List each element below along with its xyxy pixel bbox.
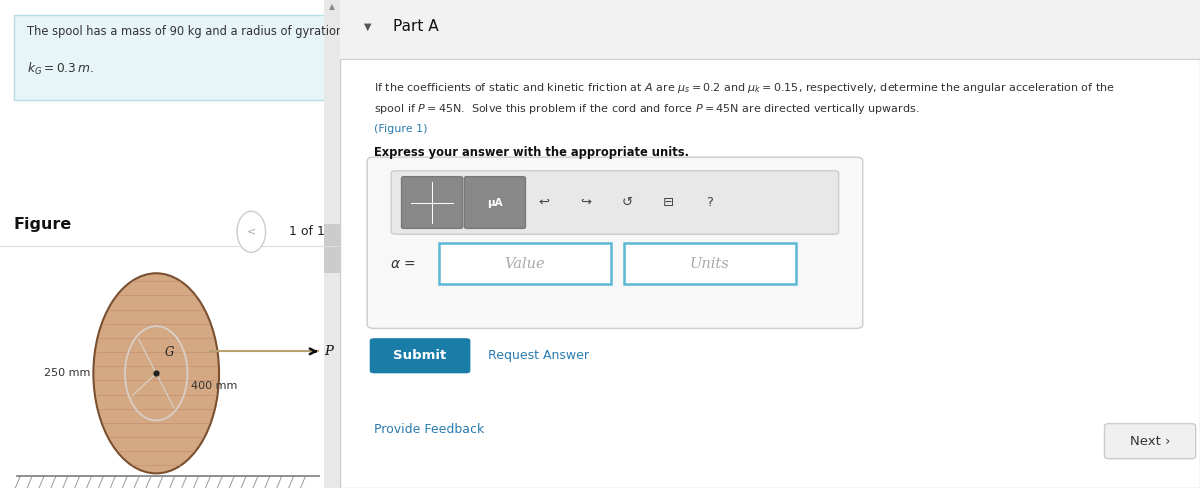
Text: Figure: Figure: [13, 217, 72, 232]
Text: P: P: [324, 345, 334, 358]
Text: G: G: [164, 346, 174, 359]
Text: Value: Value: [504, 257, 545, 270]
Bar: [438, 243, 611, 284]
Ellipse shape: [94, 273, 220, 473]
Text: $k_G = 0.3\,m.$: $k_G = 0.3\,m.$: [28, 61, 94, 77]
Text: ↺: ↺: [622, 196, 632, 209]
Bar: [340, 0, 1200, 59]
Text: ?: ?: [706, 196, 713, 209]
Text: Next ›: Next ›: [1130, 435, 1170, 447]
Text: Part A: Part A: [392, 20, 438, 34]
Text: ↩: ↩: [539, 196, 550, 209]
Text: 1 of 1: 1 of 1: [289, 225, 324, 238]
FancyBboxPatch shape: [1104, 424, 1195, 459]
Text: Request Answer: Request Answer: [487, 349, 588, 362]
Text: $\alpha$ =: $\alpha$ =: [390, 257, 415, 270]
Text: spool if $P = 45$N.  Solve this problem if the cord and force $P = 45$N are dire: spool if $P = 45$N. Solve this problem i…: [374, 102, 919, 117]
FancyBboxPatch shape: [391, 171, 839, 234]
FancyBboxPatch shape: [367, 157, 863, 328]
Text: <: <: [247, 227, 256, 237]
Text: μA: μA: [487, 198, 503, 207]
FancyBboxPatch shape: [464, 177, 526, 228]
Bar: [324, 0, 340, 488]
Text: Express your answer with the appropriate units.: Express your answer with the appropriate…: [374, 146, 689, 160]
Text: 250 mm: 250 mm: [43, 368, 90, 378]
FancyBboxPatch shape: [370, 338, 470, 373]
Text: The spool has a mass of 90 kg and a radius of gyration of: The spool has a mass of 90 kg and a radi…: [28, 25, 358, 39]
Circle shape: [238, 211, 265, 252]
Text: ▼: ▼: [364, 22, 371, 32]
Bar: [324, 224, 340, 273]
Text: 400 mm: 400 mm: [191, 381, 238, 390]
Text: If the coefficients of static and kinetic friction at $A$ are $\mu_s = 0.2$ and : If the coefficients of static and kineti…: [374, 81, 1115, 95]
Text: ↪: ↪: [580, 196, 592, 209]
Text: ⊟: ⊟: [662, 196, 674, 209]
Text: (Figure 1): (Figure 1): [374, 124, 427, 134]
Text: Units: Units: [690, 257, 730, 270]
FancyBboxPatch shape: [13, 15, 332, 100]
Text: Provide Feedback: Provide Feedback: [374, 423, 485, 436]
Bar: [624, 243, 796, 284]
Text: Submit: Submit: [394, 349, 446, 362]
FancyBboxPatch shape: [402, 177, 463, 228]
Text: ▲: ▲: [329, 2, 335, 11]
